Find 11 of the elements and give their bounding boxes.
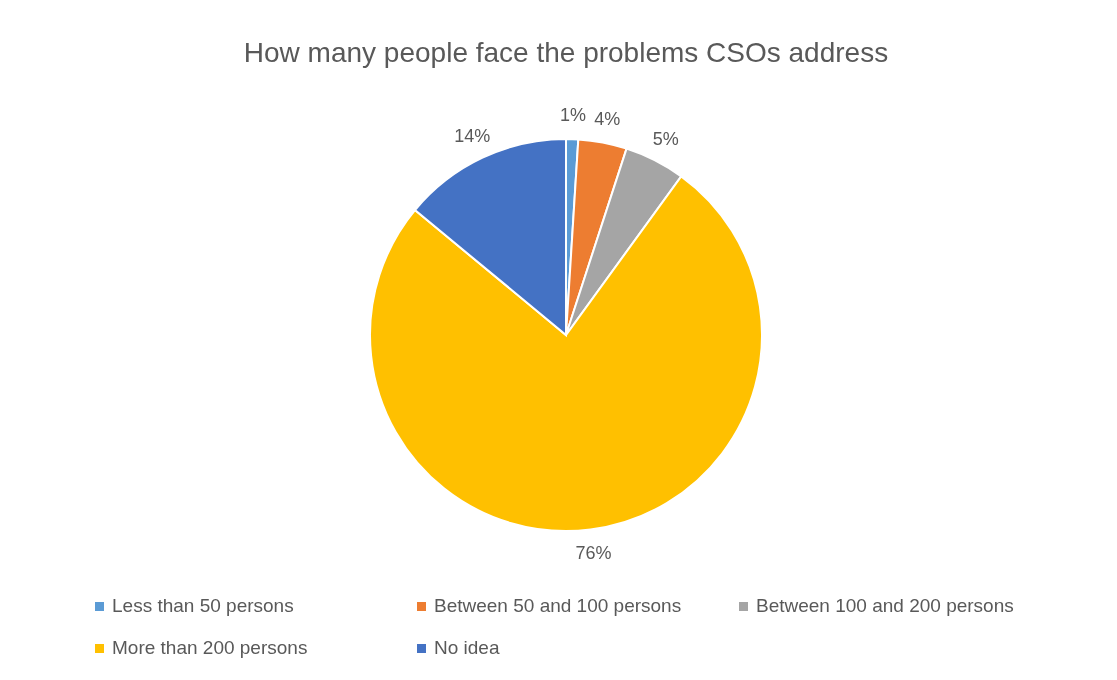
data-label: 14% (454, 125, 491, 146)
legend-label: Less than 50 persons (112, 595, 294, 617)
data-label: 1% (559, 105, 586, 126)
chart-title: How many people face the problems CSOs address (243, 36, 889, 68)
legend-label: No idea (434, 637, 500, 659)
legend-label: Between 100 and 200 persons (756, 595, 1014, 617)
legend-label: More than 200 persons (112, 637, 308, 659)
data-label: 5% (652, 128, 679, 149)
data-label: 4% (594, 108, 621, 129)
data-label: 76% (575, 543, 612, 564)
legend-label: Between 50 and 100 persons (434, 595, 682, 617)
